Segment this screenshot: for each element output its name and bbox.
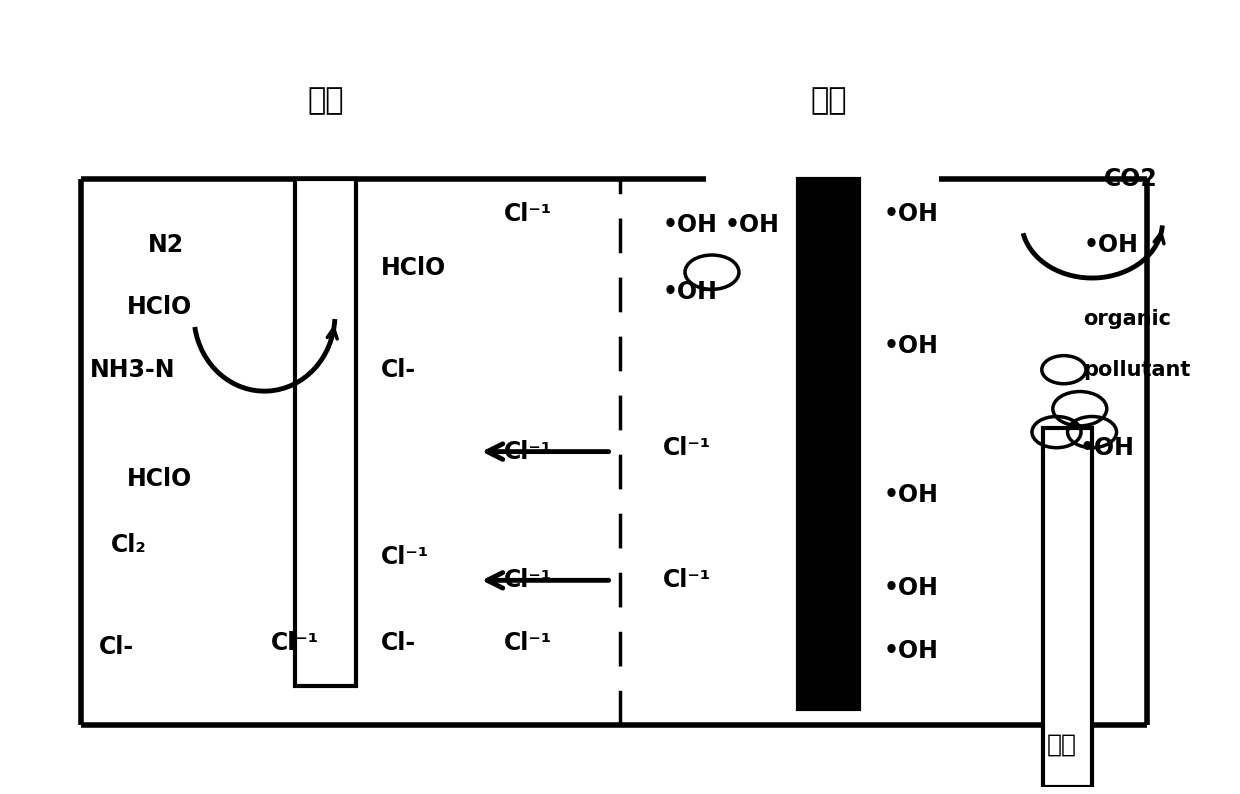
Text: HClO: HClO xyxy=(128,467,192,491)
Text: CO2: CO2 xyxy=(1105,167,1158,191)
Text: •OH: •OH xyxy=(884,483,939,507)
Text: Cl⁻¹: Cl⁻¹ xyxy=(663,436,712,460)
Text: •OH: •OH xyxy=(663,214,718,237)
Text: pollutant: pollutant xyxy=(1084,360,1190,380)
Bar xyxy=(797,179,859,709)
Text: Cl-: Cl- xyxy=(99,634,134,659)
Text: •OH: •OH xyxy=(884,334,939,358)
Text: organic: organic xyxy=(1084,309,1172,329)
Text: N2: N2 xyxy=(148,233,184,257)
Text: Cl⁻¹: Cl⁻¹ xyxy=(270,630,319,655)
Text: Cl⁻¹: Cl⁻¹ xyxy=(503,440,552,464)
Text: •OH: •OH xyxy=(663,279,718,303)
Text: HClO: HClO xyxy=(381,256,446,280)
Text: Cl₂: Cl₂ xyxy=(112,534,146,557)
Text: Cl-: Cl- xyxy=(381,357,417,382)
Text: Cl⁻¹: Cl⁻¹ xyxy=(503,202,552,225)
Text: 空气: 空气 xyxy=(1047,732,1076,756)
Text: •OH: •OH xyxy=(1080,436,1135,460)
Text: •OH: •OH xyxy=(884,576,939,600)
Text: Cl⁻¹: Cl⁻¹ xyxy=(503,569,552,592)
Text: Cl⁻¹: Cl⁻¹ xyxy=(503,630,552,655)
Text: Cl⁻¹: Cl⁻¹ xyxy=(381,545,429,569)
Text: •OH: •OH xyxy=(884,202,939,225)
Text: Cl⁻¹: Cl⁻¹ xyxy=(663,569,712,592)
Text: •OH: •OH xyxy=(724,214,779,237)
Text: HClO: HClO xyxy=(128,295,192,319)
Text: 阳极: 阳极 xyxy=(308,86,343,115)
Text: NH3-N: NH3-N xyxy=(91,357,176,382)
Text: Cl-: Cl- xyxy=(381,630,417,655)
Bar xyxy=(295,179,356,686)
Text: •OH: •OH xyxy=(1084,233,1138,257)
Text: 阴极: 阴极 xyxy=(810,86,847,115)
Text: •OH: •OH xyxy=(884,638,939,662)
Bar xyxy=(1043,428,1092,787)
